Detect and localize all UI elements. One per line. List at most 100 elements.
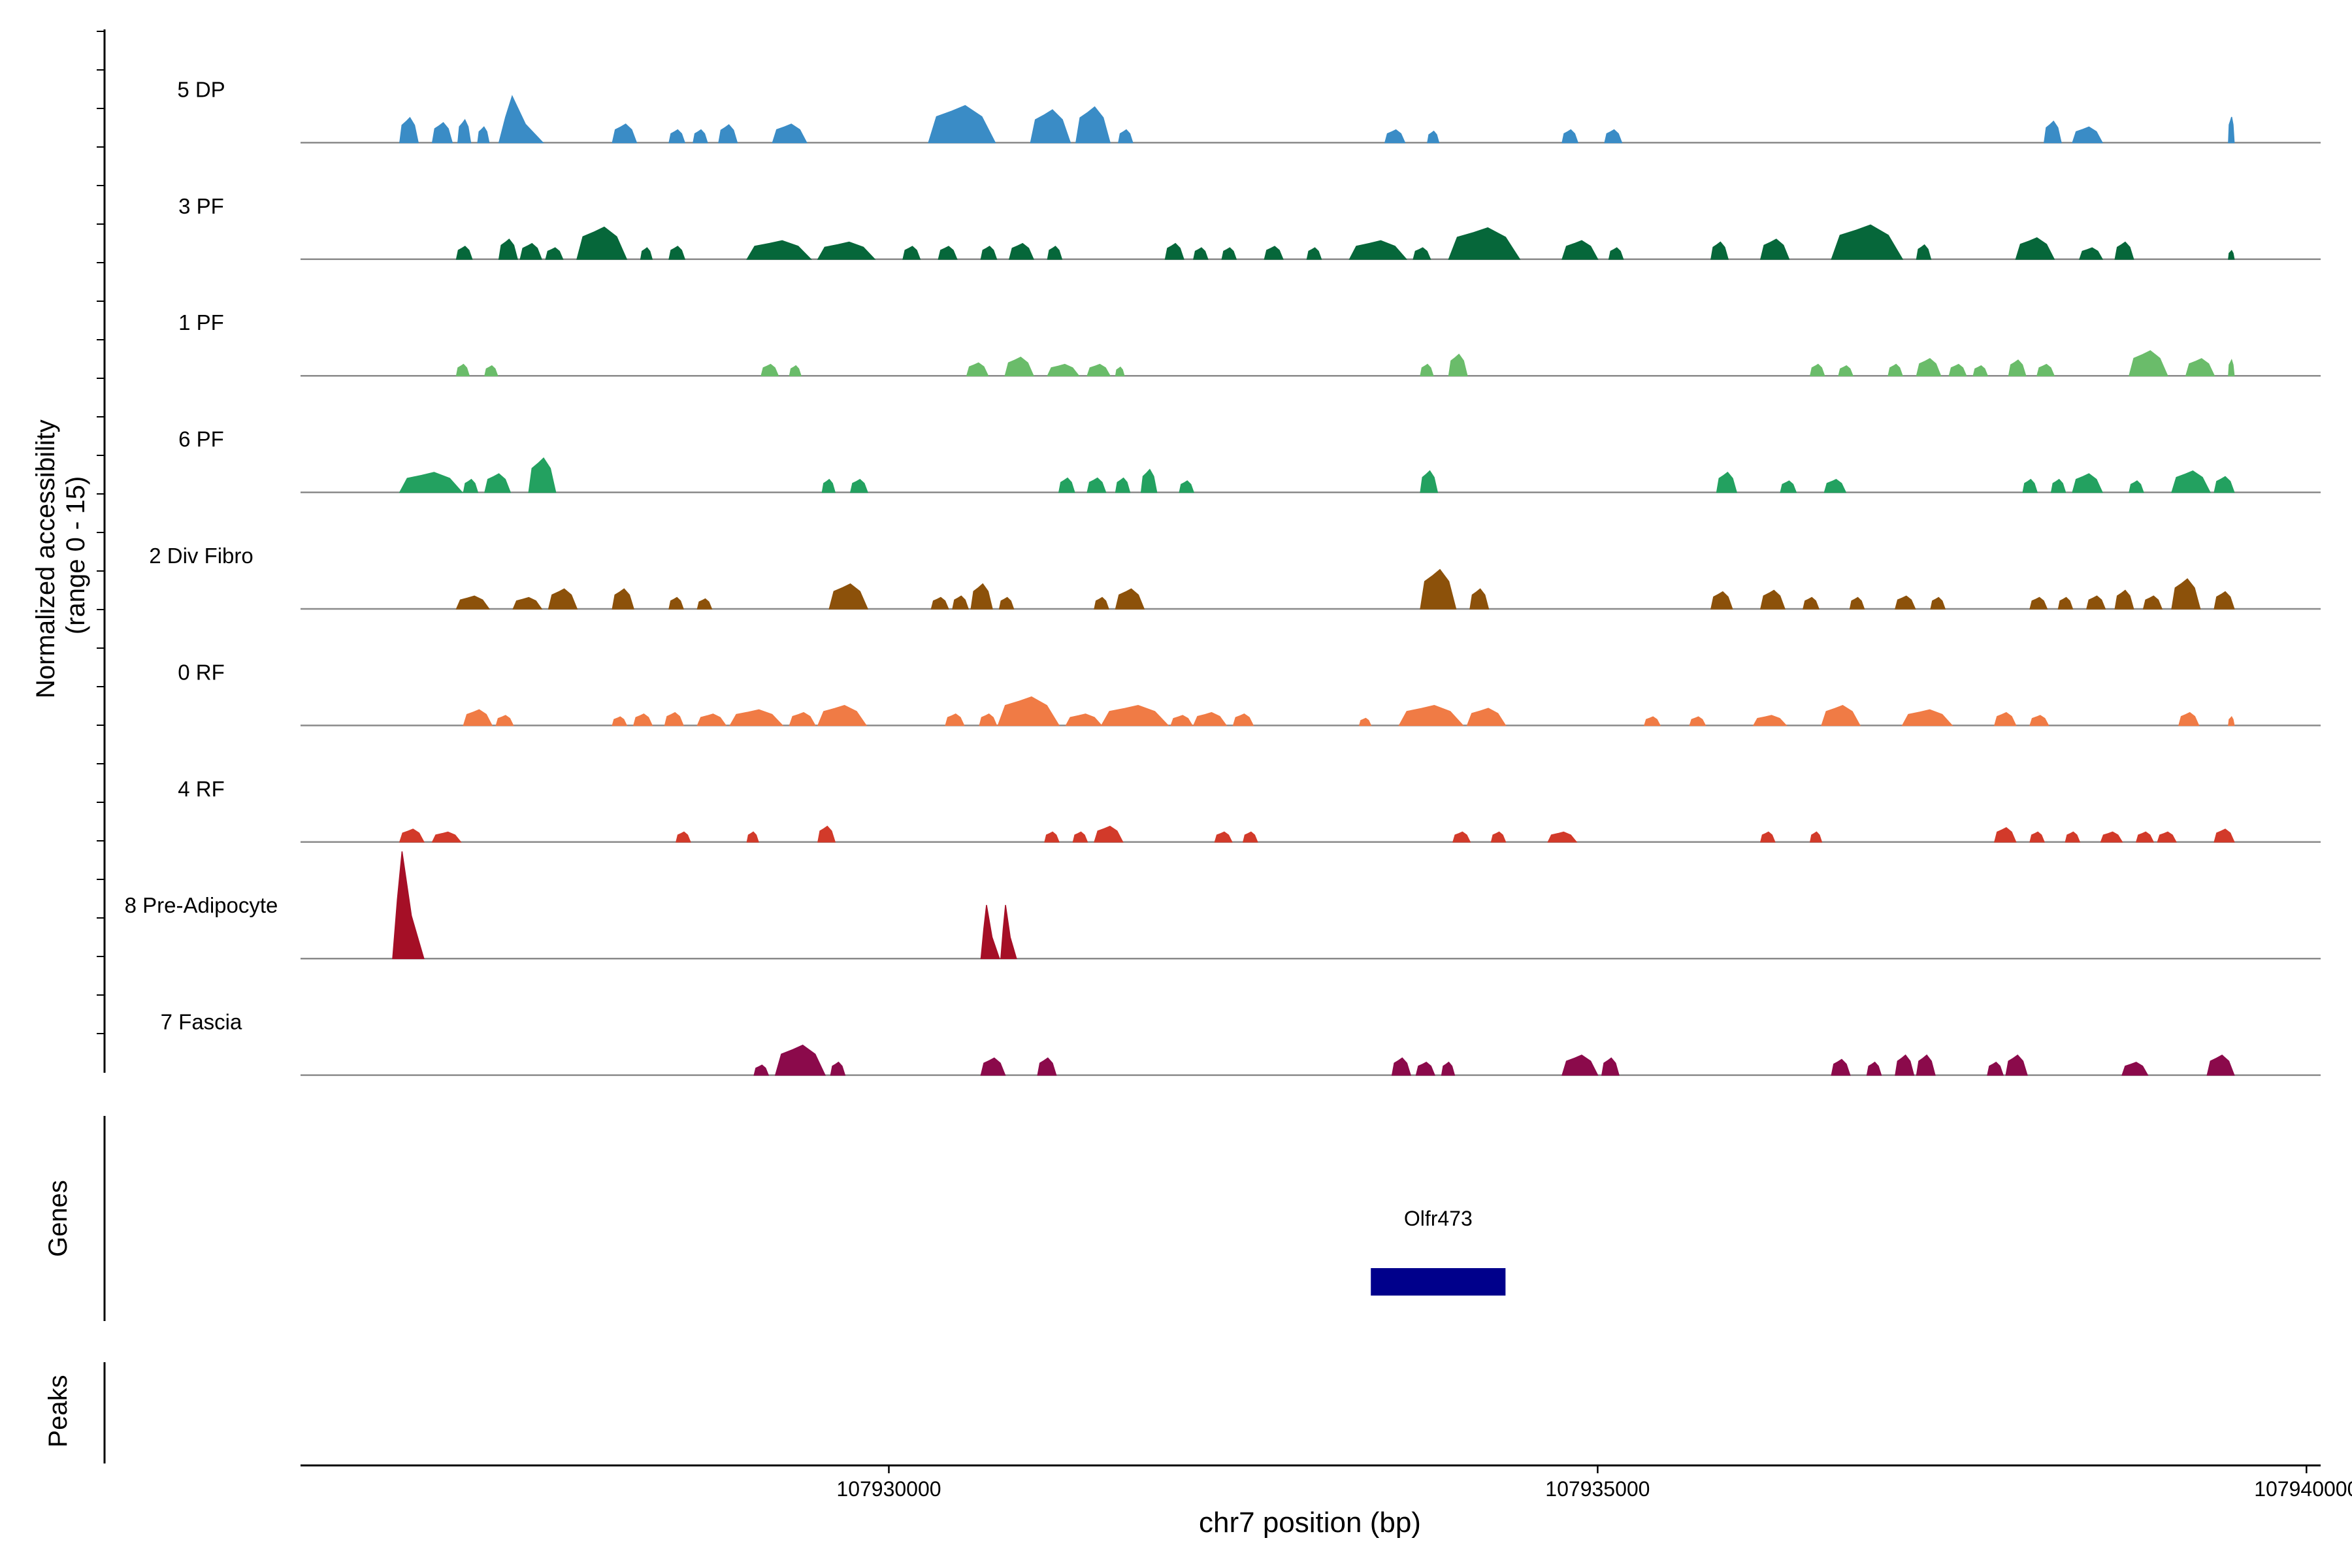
coverage-peak — [2171, 578, 2201, 610]
coverage-peak — [1895, 595, 1916, 610]
coverage-peak — [1214, 831, 1233, 843]
coverage-peak — [1916, 244, 1932, 260]
coverage-peak — [1601, 1057, 1620, 1076]
coverage-peak — [1823, 479, 1847, 493]
coverage-peak — [1170, 715, 1194, 727]
coverage-peak — [545, 247, 564, 260]
coverage-peak — [2072, 126, 2104, 144]
coverage-peak — [2036, 363, 2055, 376]
coverage-peak — [1604, 129, 1623, 144]
coverage-peak — [668, 246, 686, 260]
coverage-peak — [2065, 831, 2081, 843]
coverage-peak — [693, 129, 708, 144]
track-1-pf: 1 PF — [178, 310, 2321, 377]
coverage-peak — [1179, 480, 1195, 493]
coverage-peak — [1118, 129, 1134, 144]
track-label: 4 RF — [178, 777, 225, 801]
coverage-peak — [1987, 1061, 2004, 1076]
coverage-peak — [1427, 130, 1440, 144]
coverage-peak — [1391, 1057, 1411, 1076]
coverage-peak — [1000, 905, 1017, 959]
coverage-peak — [1420, 568, 1457, 610]
coverage-peak — [980, 905, 1000, 959]
coverage-peak — [1008, 242, 1034, 260]
coverage-peak — [455, 363, 470, 376]
coverage-peak — [1242, 831, 1258, 843]
coverage-peak — [519, 242, 542, 260]
coverage-peak — [1115, 588, 1145, 610]
coverage-peak — [2114, 589, 2134, 610]
coverage-peak — [2228, 250, 2235, 260]
track-5-dp: 5 DP — [177, 77, 2321, 144]
coverage-peak — [2129, 480, 2144, 493]
coverage-peak — [1993, 827, 2017, 843]
coverage-peak — [1809, 831, 1823, 843]
coverage-peak — [1849, 596, 1865, 610]
coverage-peak — [817, 825, 836, 843]
coverage-peak — [399, 828, 425, 843]
coverage-peak — [512, 596, 543, 610]
x-tick-label: 107940000 — [2254, 1477, 2352, 1501]
coverage-peak — [1916, 1054, 1936, 1076]
coverage-peak — [1004, 356, 1034, 376]
coverage-peak — [1466, 708, 1507, 727]
gene-body — [1371, 1268, 1506, 1296]
coverage-peak — [576, 226, 628, 260]
coverage-peak — [1115, 367, 1125, 376]
gene-label: Olfr473 — [1404, 1207, 1473, 1230]
coverage-peak — [1752, 715, 1788, 727]
coverage-peak — [2015, 237, 2055, 260]
track-6-pf: 6 PF — [178, 427, 2321, 493]
coverage-peak — [1710, 591, 1733, 610]
genes-panel-label: Genes — [44, 1180, 73, 1257]
coverage-peak — [2157, 831, 2177, 843]
y-axis-label: Normalized accessibility (range 0 - 15) — [31, 412, 90, 698]
coverage-peak — [2213, 591, 2235, 610]
track-3-pf: 3 PF — [178, 194, 2321, 261]
coverage-peak — [2100, 831, 2123, 843]
coverage-peak — [498, 238, 518, 260]
coverage-peak — [1415, 1062, 1435, 1076]
coverage-peak — [760, 363, 779, 376]
track-label: 8 Pre-Adipocyte — [125, 893, 278, 917]
x-axis: 107930000 107935000 107940000 — [301, 1464, 2352, 1501]
coverage-peak — [1072, 831, 1088, 843]
coverage-peak — [817, 241, 876, 260]
coverage-peak — [1420, 363, 1434, 376]
coverage-peak — [1561, 1054, 1599, 1076]
coverage-peak — [632, 713, 653, 727]
coverage-peak — [998, 596, 1015, 610]
coverage-peak — [1358, 717, 1372, 727]
coverage-peak — [1916, 358, 1942, 376]
coverage-peak — [2050, 478, 2066, 493]
coverage-peak — [2171, 470, 2211, 493]
coverage-peak — [640, 247, 653, 260]
coverage-peak — [1716, 471, 1738, 493]
coverage-peak — [1803, 596, 1820, 610]
coverage-peak — [2129, 350, 2168, 376]
coverage-peak — [1490, 831, 1507, 843]
gene-track: Olfr473 — [1371, 1207, 1506, 1296]
coverage-peak — [1972, 365, 1989, 376]
coverage-peak — [1887, 363, 1903, 376]
coverage-peak — [830, 1061, 846, 1076]
coverage-peak — [495, 715, 514, 727]
left-axes — [97, 29, 106, 1463]
coverage-peak — [821, 478, 836, 493]
coverage-peak — [729, 709, 784, 727]
coverage-peak — [2029, 831, 2045, 843]
peaks-panel-label: Peaks — [44, 1375, 73, 1447]
coverage-peak — [2008, 359, 2027, 376]
track-label: 6 PF — [178, 427, 224, 451]
coverage-peak — [1561, 240, 1599, 260]
coverage-peak — [1306, 247, 1322, 260]
coverage-peak — [789, 711, 816, 727]
coverage-peak — [980, 1057, 1006, 1076]
coverage-peak — [928, 105, 996, 144]
track-8-pre-adipocyte: 8 Pre-Adipocyte — [125, 851, 2321, 960]
coverage-peak — [2072, 473, 2104, 493]
coverage-peak — [664, 711, 684, 727]
x-tick-label: 107935000 — [1545, 1477, 1650, 1501]
coverage-peak — [1193, 247, 1209, 260]
